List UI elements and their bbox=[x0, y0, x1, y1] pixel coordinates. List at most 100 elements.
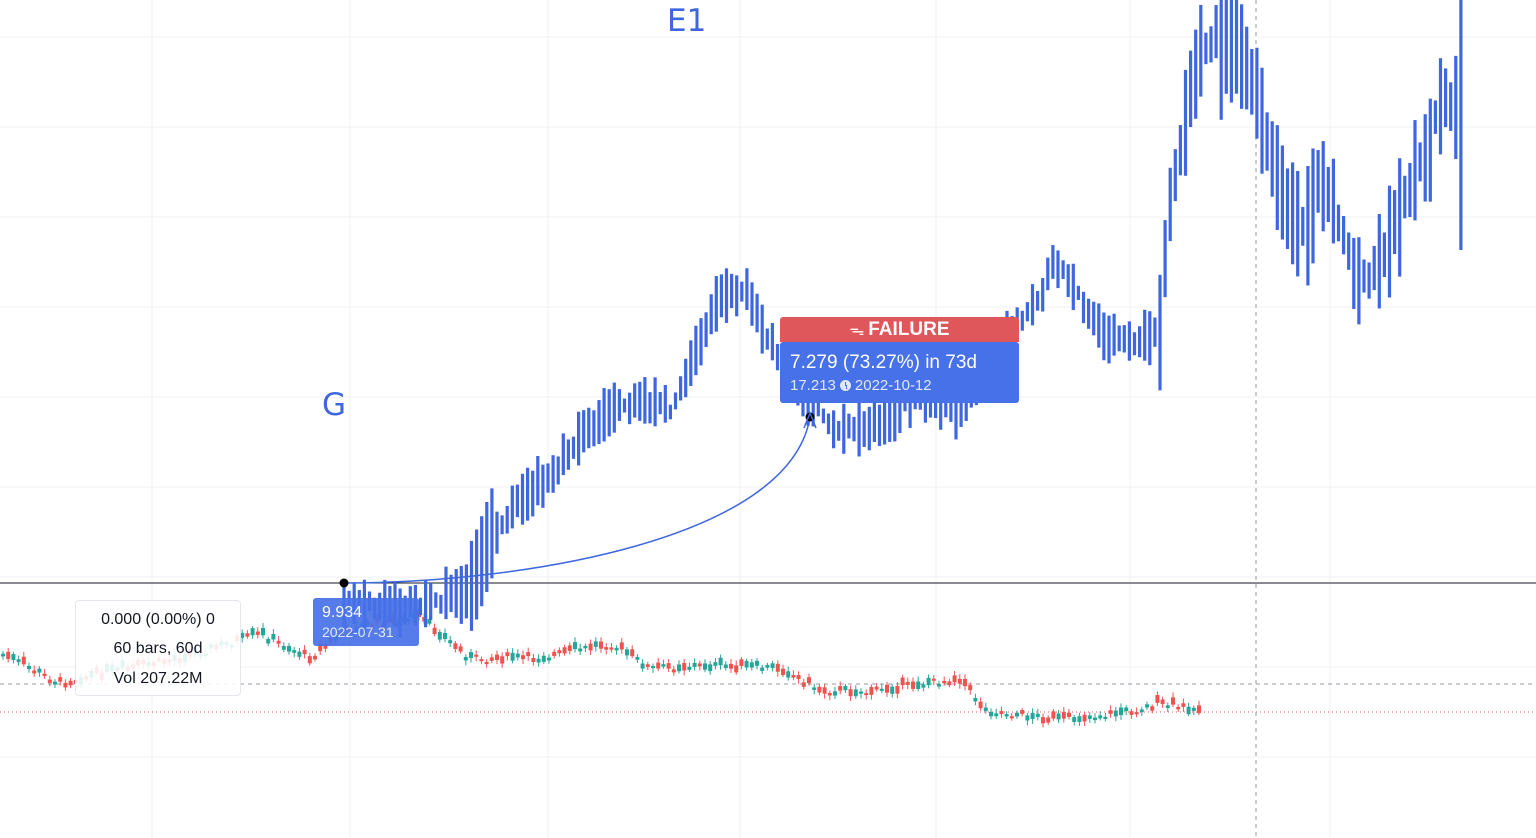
price-candle bbox=[47, 679, 52, 683]
price-candle bbox=[1113, 710, 1118, 717]
price-candle bbox=[879, 688, 884, 691]
projection-bar bbox=[653, 377, 657, 427]
price-candle bbox=[963, 678, 967, 687]
price-candle bbox=[749, 662, 754, 668]
price-candle bbox=[604, 647, 609, 650]
price-candle bbox=[1020, 710, 1025, 714]
projection-bar bbox=[536, 455, 540, 506]
projection-bar bbox=[1326, 166, 1330, 223]
projection-bar bbox=[770, 323, 774, 361]
price-candle bbox=[281, 646, 286, 650]
price-candle bbox=[297, 651, 302, 657]
price-candle bbox=[547, 657, 551, 661]
price-candle bbox=[1061, 711, 1066, 719]
price-candle bbox=[921, 684, 926, 688]
price-candle bbox=[1004, 714, 1009, 717]
price-candle bbox=[1051, 711, 1056, 719]
projection-bar bbox=[500, 515, 504, 535]
price-candle bbox=[443, 632, 447, 640]
projection-bar bbox=[495, 511, 499, 554]
price-candle bbox=[651, 666, 655, 669]
projection-bar bbox=[449, 574, 453, 613]
projection-bar bbox=[1382, 232, 1386, 277]
price-candle bbox=[458, 646, 463, 652]
projection-bar bbox=[1061, 260, 1065, 279]
price-candle bbox=[536, 658, 541, 663]
price-candle bbox=[723, 664, 728, 669]
price-candle bbox=[484, 661, 489, 664]
projection-bar bbox=[1438, 58, 1443, 155]
price-candle bbox=[37, 668, 42, 673]
price-candle bbox=[843, 686, 848, 691]
projection-bar bbox=[1449, 82, 1453, 131]
projection-bar bbox=[1342, 216, 1346, 255]
projection-bar bbox=[1265, 112, 1269, 171]
price-candle bbox=[614, 647, 619, 651]
price-candle bbox=[1134, 712, 1139, 715]
projection-bar bbox=[1081, 291, 1086, 324]
price-candle bbox=[874, 686, 879, 690]
projection-bar bbox=[1408, 162, 1412, 218]
projection-bar bbox=[1387, 185, 1392, 298]
price-candle bbox=[474, 654, 479, 657]
anchor-label[interactable]: 9.934 2022-07-31 bbox=[313, 598, 419, 646]
projection-bar bbox=[1214, 5, 1218, 59]
price-candle bbox=[765, 664, 770, 668]
price-candle bbox=[952, 675, 957, 683]
wave-label-e1[interactable]: E1 bbox=[667, 3, 707, 39]
anchor-value: 9.934 bbox=[322, 604, 363, 621]
projection-bar bbox=[1362, 259, 1366, 293]
price-candle bbox=[1025, 715, 1030, 721]
projection-bar bbox=[439, 594, 443, 614]
projection-bar bbox=[689, 340, 693, 386]
projection-bar bbox=[694, 325, 698, 376]
price-candle bbox=[1160, 699, 1165, 705]
projection-bar bbox=[444, 566, 448, 620]
price-candle bbox=[573, 642, 577, 650]
price-candle bbox=[1046, 717, 1051, 723]
price-candle bbox=[292, 650, 297, 653]
projection-bar bbox=[1423, 114, 1427, 202]
price-candle bbox=[1, 653, 5, 657]
price-candle bbox=[640, 663, 645, 669]
projection-bar bbox=[592, 410, 596, 447]
price-candle bbox=[760, 667, 765, 671]
projection-bar bbox=[1036, 290, 1040, 311]
price-candle bbox=[531, 658, 536, 663]
projection-bar bbox=[1041, 278, 1045, 312]
projection-bar bbox=[709, 294, 713, 335]
price-candle bbox=[1056, 713, 1061, 720]
projection-bar bbox=[561, 433, 565, 476]
price-candle bbox=[1077, 716, 1082, 722]
projection-bar bbox=[847, 413, 851, 439]
price-candle bbox=[505, 652, 510, 657]
projection-bar bbox=[663, 384, 667, 423]
projection-bar bbox=[429, 583, 433, 621]
projection-bar bbox=[515, 484, 519, 518]
price-candle bbox=[770, 663, 775, 668]
sad-face-icon: ᯓ bbox=[849, 322, 865, 339]
projection-label[interactable]: 7.279 (73.27%) in 73d 17.213 2022-10-12 bbox=[780, 342, 1019, 403]
projection-bar bbox=[424, 580, 428, 628]
projection-bar bbox=[755, 293, 759, 333]
price-candle bbox=[32, 670, 37, 674]
projection-bar bbox=[1127, 321, 1131, 361]
projection-bar bbox=[867, 406, 871, 451]
wave-label-g[interactable]: G bbox=[322, 387, 347, 423]
projection-bar bbox=[1301, 206, 1305, 246]
projection-bar bbox=[679, 376, 683, 401]
projection-bar bbox=[1260, 67, 1264, 174]
projection-target: 17.213 bbox=[790, 377, 836, 394]
measure-volume: Vol 207.22M bbox=[113, 670, 203, 687]
projection-bar bbox=[551, 455, 555, 493]
price-candle bbox=[463, 656, 468, 661]
price-candle bbox=[968, 685, 973, 691]
price-candle bbox=[703, 663, 707, 670]
measure-change: 0.000 (0.00%) 0 bbox=[101, 611, 215, 628]
projection-bar bbox=[1352, 237, 1356, 310]
projection-bar bbox=[1321, 141, 1325, 232]
price-candle bbox=[479, 659, 484, 662]
projection-bar bbox=[775, 343, 780, 371]
price-candle bbox=[801, 682, 806, 687]
